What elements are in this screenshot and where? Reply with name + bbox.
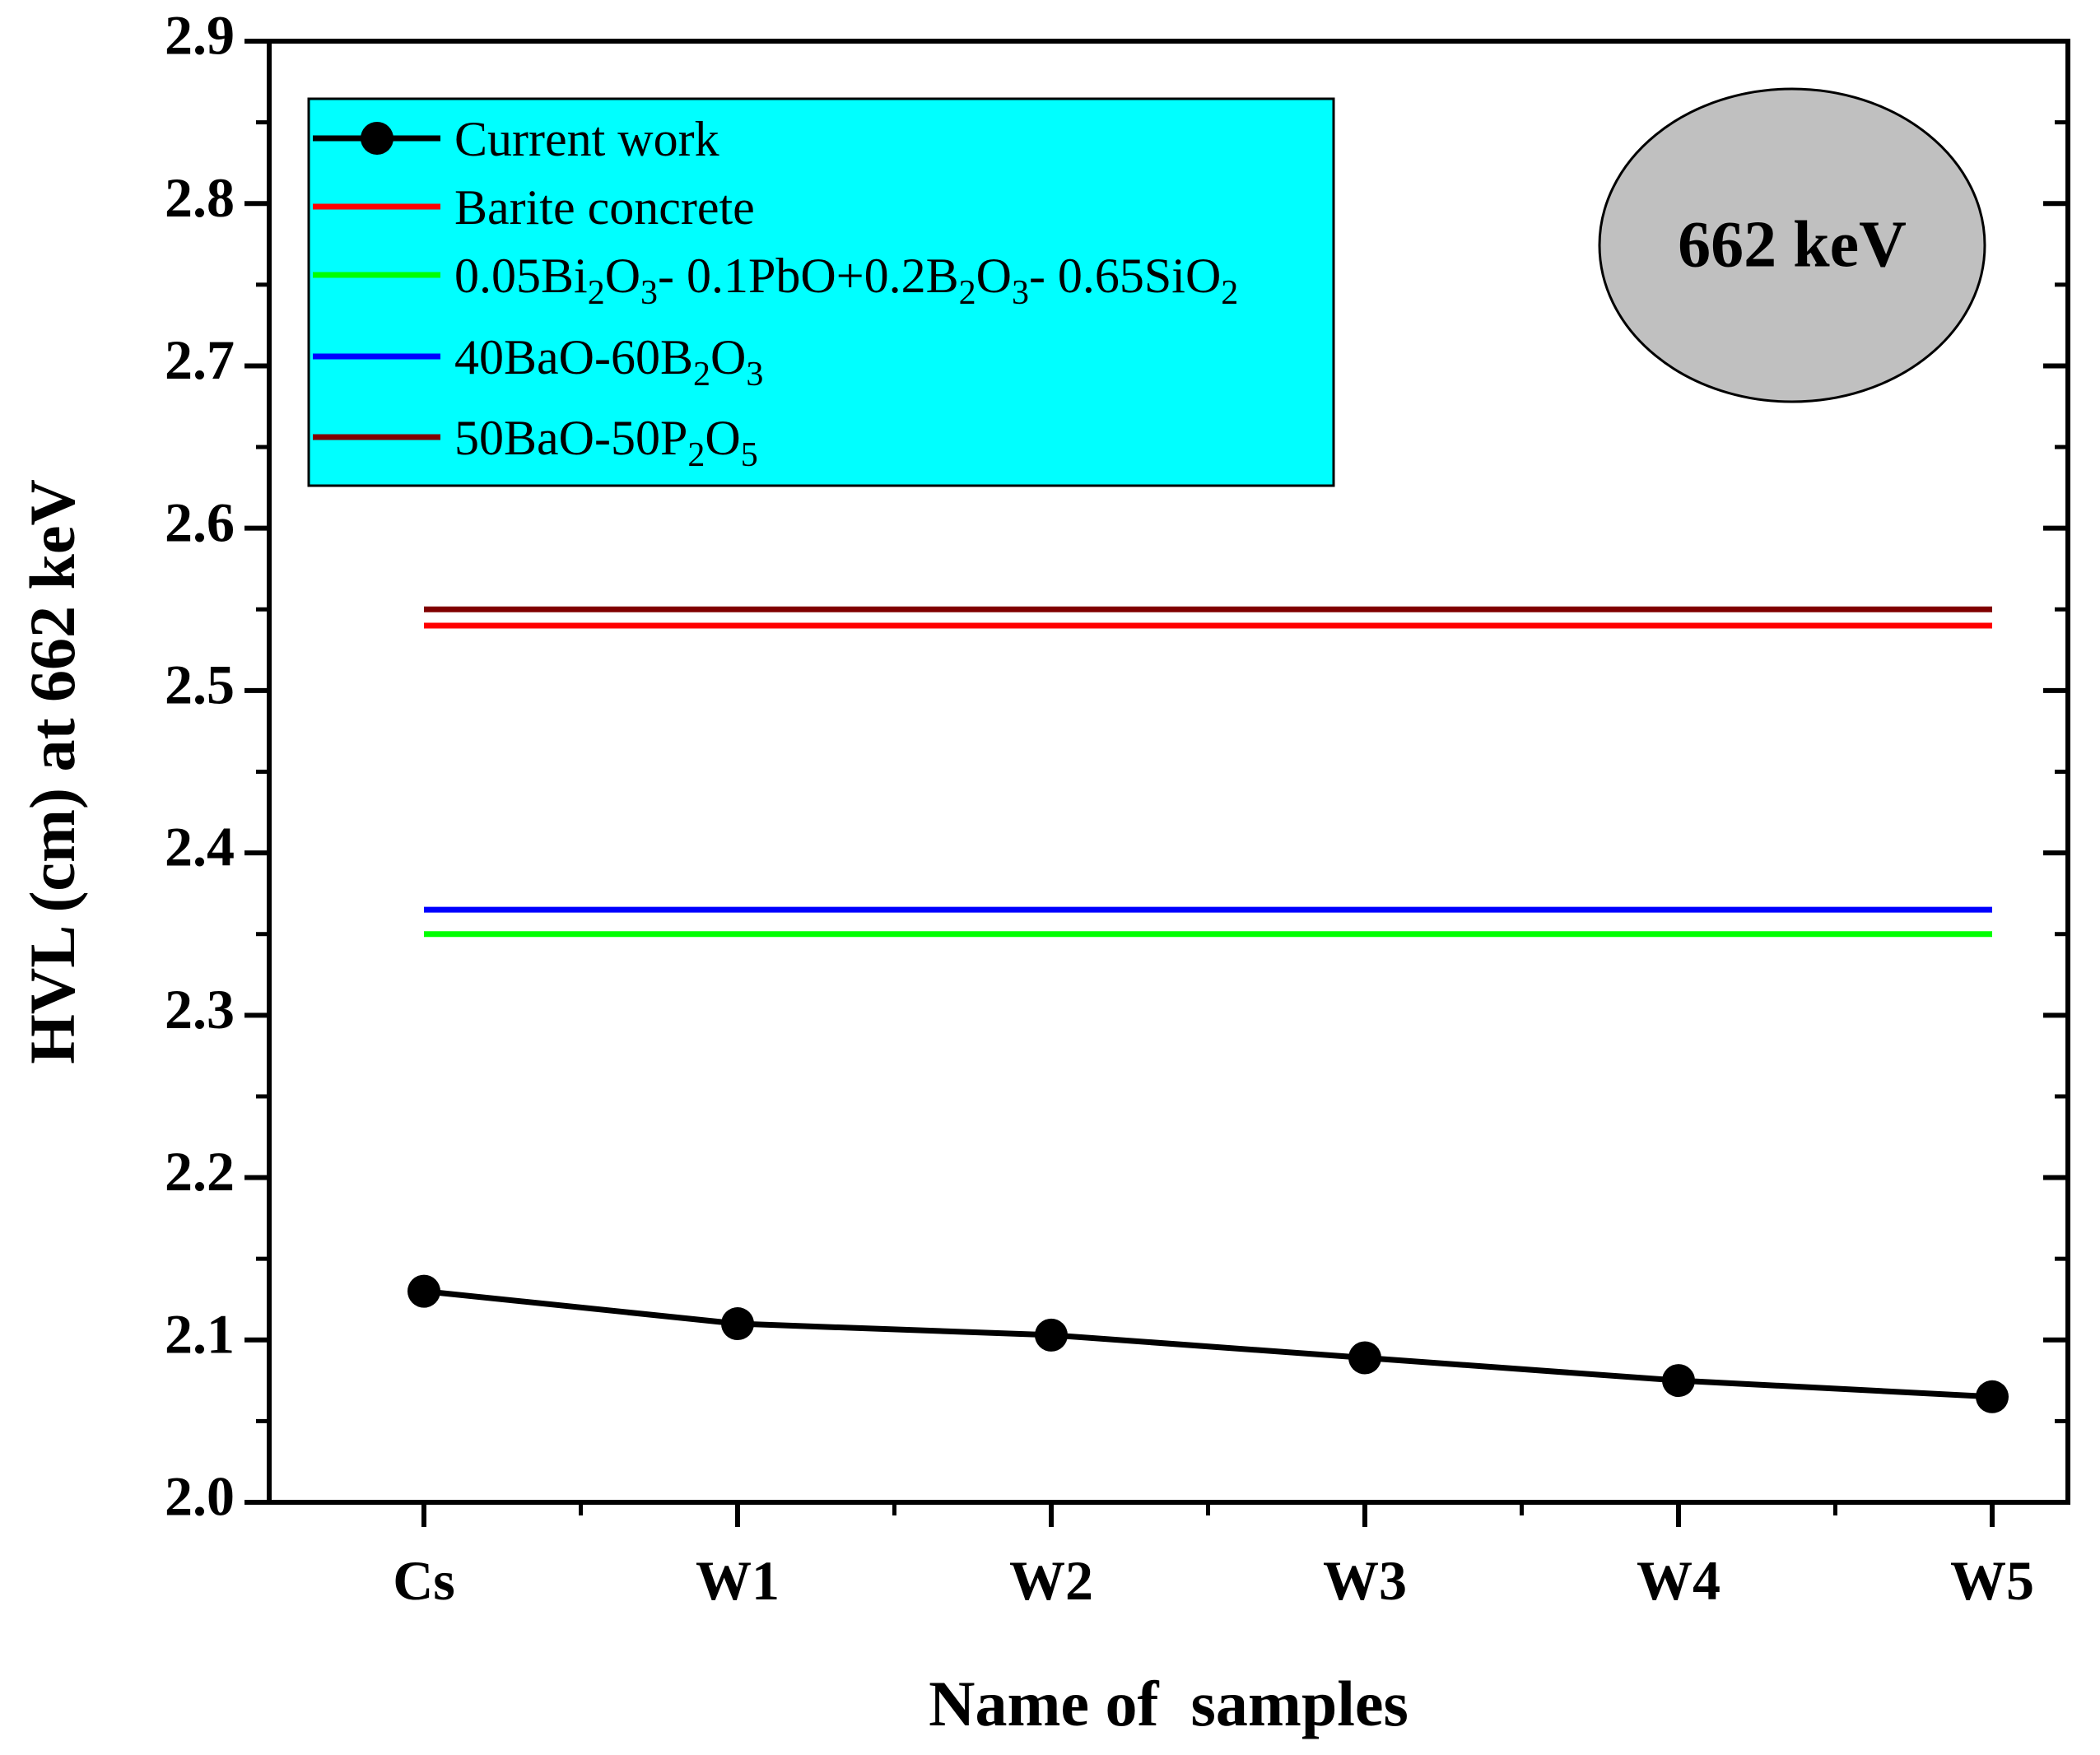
y-tick-label: 2.9 (165, 4, 235, 67)
legend-label: Barite concrete (454, 180, 755, 235)
data-point (1662, 1364, 1695, 1398)
legend-marker (361, 122, 393, 155)
legend-label: Current work (454, 112, 719, 166)
y-tick-label: 2.0 (165, 1465, 235, 1528)
badge-label: 662 keV (1678, 208, 1907, 281)
legend: Current work Barite concrete 0.05Bi2O3- 0.… (307, 97, 1335, 487)
data-point (1976, 1380, 2009, 1413)
x-tick-label: Cs (393, 1549, 455, 1612)
legend-items: Current work Barite concrete 0.05Bi2O3- 0.… (313, 112, 1238, 474)
y-tick-label: 2.8 (165, 166, 235, 229)
plot-frame (267, 39, 2070, 1505)
y-tick-label: 2.4 (165, 816, 235, 878)
x-tick-label: W1 (696, 1549, 780, 1612)
legend-label: 50BaO-50P2O5 (454, 411, 758, 474)
energy-badge: 662 keV (1598, 87, 1986, 403)
y-tick-label: 2.7 (165, 328, 235, 391)
y-tick-label: 2.6 (165, 491, 235, 553)
x-tick-label: W5 (1950, 1549, 2034, 1612)
data-point (407, 1274, 440, 1308)
x-tick-label: W3 (1323, 1549, 1407, 1612)
badge-ellipse (1598, 87, 1986, 403)
tick-labels: 2.0 2.1 2.2 2.3 2.4 2.5 2.6 2.7 2.8 2.9 Cs W1 W2 W3 W4… (165, 4, 2034, 1612)
legend-box (307, 97, 1335, 487)
y-tick-label: 2.1 (165, 1302, 235, 1365)
x-tick-label: W4 (1637, 1549, 1721, 1612)
data-point (1035, 1318, 1068, 1352)
y-tick-label: 2.3 (165, 978, 235, 1040)
legend-label: 0.05Bi2O3- 0.1PbO+0.2B2O3- 0.65SiO2 (454, 249, 1238, 312)
x-axis-title: Name of samples (929, 1668, 1409, 1739)
data-markers (407, 1274, 2009, 1413)
data-point (1348, 1341, 1381, 1375)
data-point (721, 1307, 754, 1341)
x-tick-label: W2 (1009, 1549, 1093, 1612)
y-tick-label: 2.5 (165, 653, 235, 715)
series-lines (423, 606, 1993, 1400)
series-line (423, 1288, 1993, 1400)
y-axis-title: HVL (cm) at 662 keV (16, 479, 88, 1064)
y-tick-label: 2.2 (165, 1140, 235, 1203)
legend-label: 40BaO-60B2O3 (454, 330, 763, 393)
